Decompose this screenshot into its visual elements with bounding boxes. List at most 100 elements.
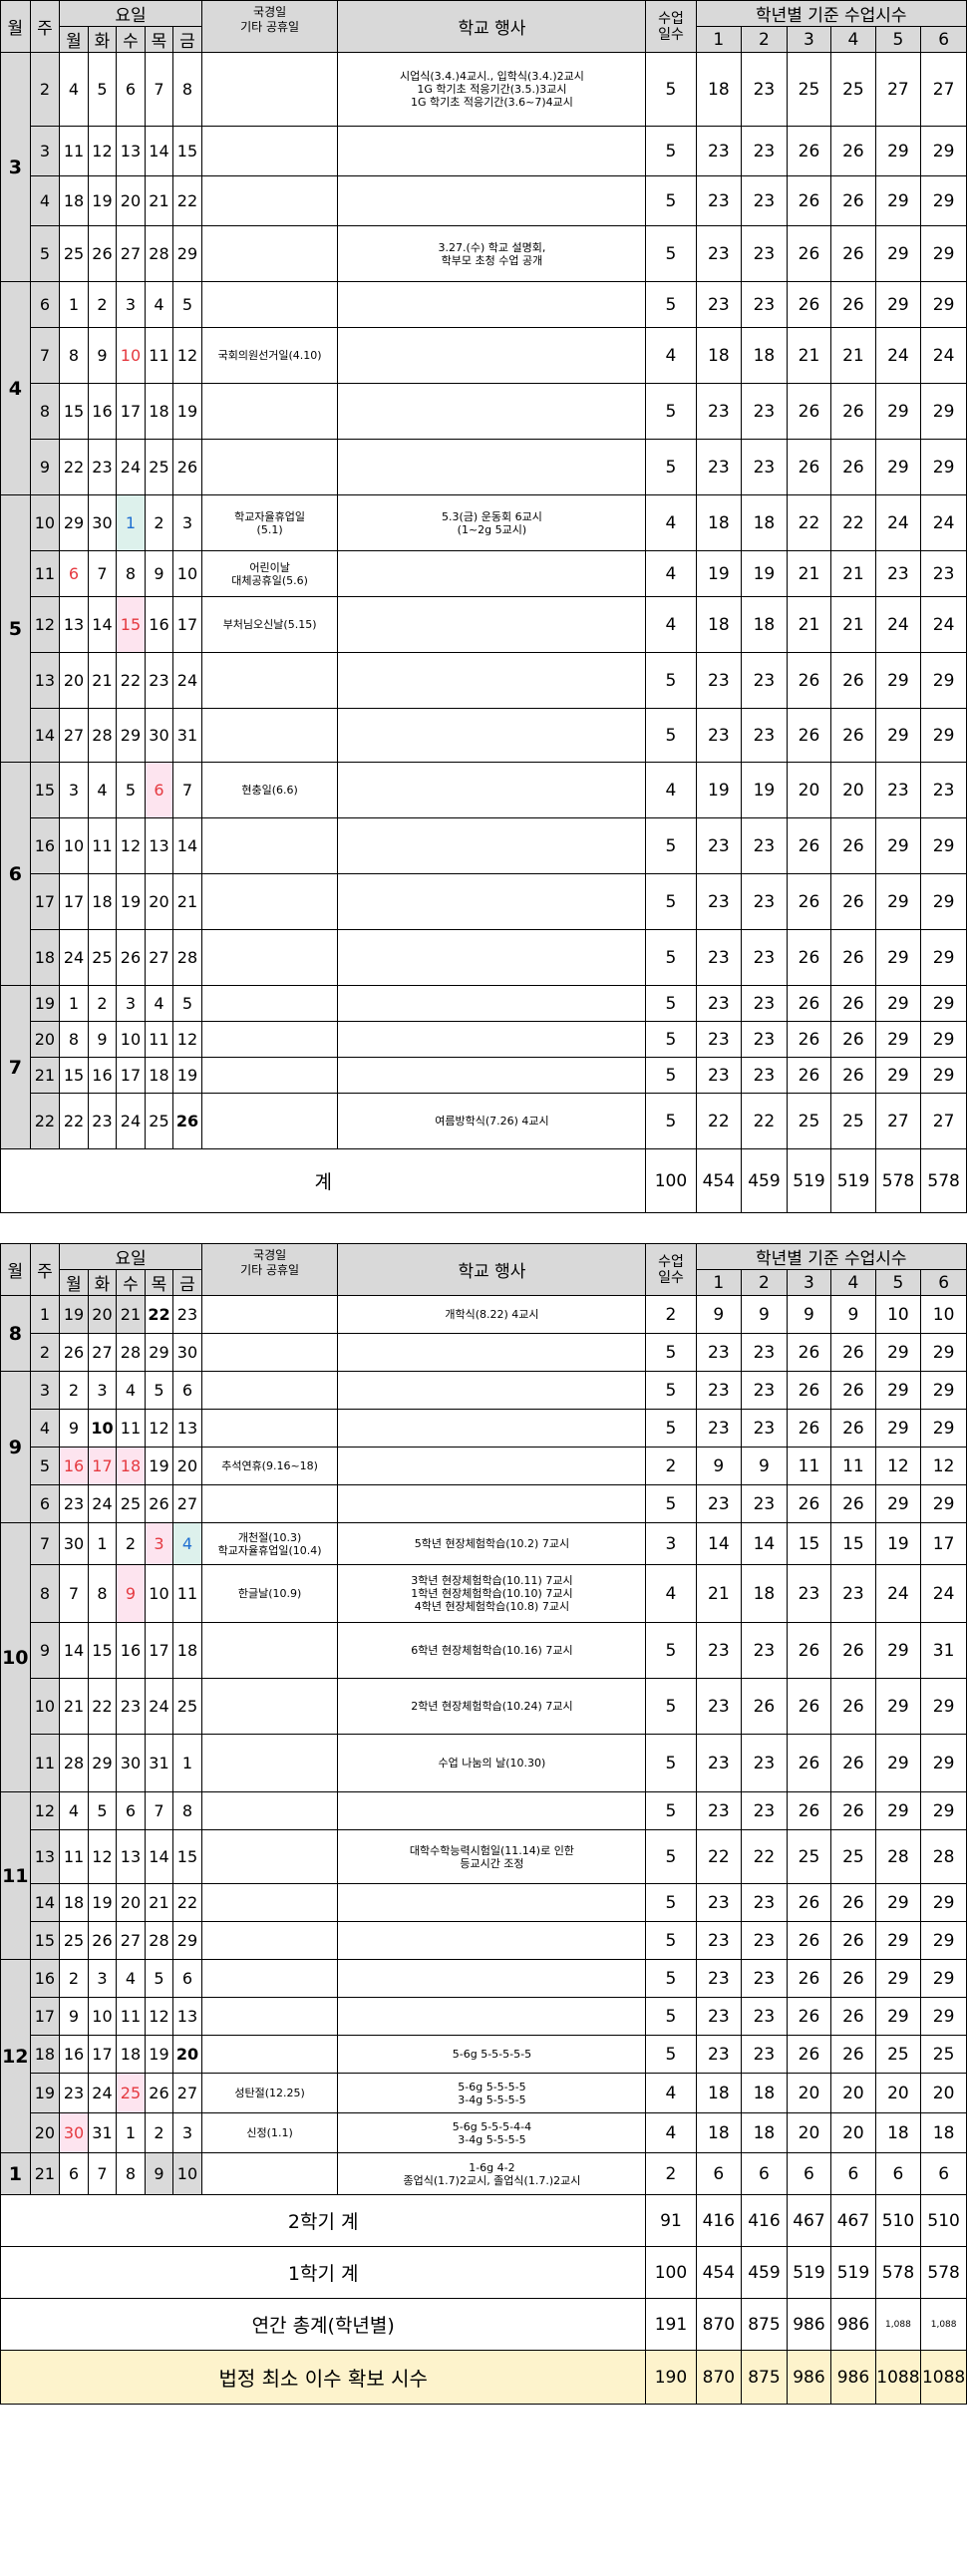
day-cell: 25 [59,225,89,282]
grade-hours-cell: 23 [695,383,743,440]
grade-hours-cell: 22 [695,1093,743,1149]
grade-hours-cell: 10 [874,1295,922,1334]
day-cell: 30 [59,2112,89,2153]
day-cell: 27 [59,708,89,763]
holiday-cell [200,1678,339,1735]
summary-class-days: 91 [645,2194,697,2247]
grade-hours-cell: 23 [830,1564,876,1623]
grade-hours-cell: 23 [741,1622,788,1679]
week-row: 4 6 1 2 3 4 5 5 23 23 26 26 29 29 [0,281,967,495]
day-cell: 26 [87,1921,118,1960]
week-row: 6 15 3 4 5 6 7 현충일(6.6) 4 19 19 20 20 23 23 [0,762,967,986]
grade-hours-cell: 26 [830,2035,876,2074]
holiday-cell: 성탄절(12.25) [200,2073,339,2113]
grade-hours-cell: 19 [695,762,743,818]
day-cell: 31 [172,708,202,763]
day-cell: 7 [59,1564,89,1623]
week-row: 11 6 7 8 9 10 어린이날 대체공휴일(5.6) 4 19 19 21 21 23 23 [1,550,967,597]
grade-hours-cell: 29 [920,1959,967,1998]
grade-hours-cell: 23 [741,281,788,328]
week-row: 7 8 9 10 11 12 국회의원선거일(4.10) 4 18 18 21 21 24 24 [1,327,967,384]
grade-hours-cell: 29 [874,1371,922,1410]
day-cell: 6 [172,1959,202,1998]
day-cell: 28 [116,1333,146,1372]
grade-hours-cell: 6 [695,2152,743,2195]
month-cell: 12 [0,1959,31,2153]
day-cell: 9 [59,1997,89,2036]
grade-hours-cell: 29 [920,1734,967,1792]
summary-grade-hours: 519 [830,1148,876,1213]
day-cell: 12 [87,126,118,176]
week-row: 7 19 1 2 3 4 5 5 23 23 26 26 29 29 [0,985,967,1149]
week-number: 16 [29,1959,61,1998]
day-cell: 18 [172,1622,202,1679]
week-number: 3 [29,1371,61,1410]
grade-hours-cell: 21 [786,596,832,653]
day-cell: 21 [144,175,174,226]
holiday-cell [200,1734,339,1792]
grade-hours-cell: 18 [741,494,788,551]
week-number: 17 [29,1997,61,2036]
day-cell: 27 [172,2073,202,2113]
grade-hours-cell: 26 [786,1883,832,1922]
class-days-cell: 5 [645,1409,697,1448]
summary-grade-hours: 454 [695,1148,743,1213]
event-cell [337,550,647,597]
day-cell: 8 [172,52,202,127]
second-semester-table: 월 주 요일 국경일 기타 공휴일 학교 행사 수업 일수 학년별 기준 수업시수 월 화 수 목 금 1 2… [0,1243,967,2405]
grade-hours-cell: 23 [695,817,743,874]
holiday-cell: 신정(1.1) [200,2112,339,2153]
day-cell: 24 [116,1093,146,1149]
grade-hours-cell: 29 [874,929,922,986]
holiday-header: 국경일 기타 공휴일 [200,1243,339,1296]
grade-hours-cell: 23 [741,1921,788,1960]
week-row: 19 23 24 25 26 27 성탄절(12.25) 5-6g 5-5-5-5 3-4g 5… [1,2073,967,2113]
day-cell: 19 [144,2035,174,2074]
class-days-cell: 5 [645,1829,697,1884]
day-cell: 18 [144,383,174,440]
grade-hours-cell: 29 [920,1371,967,1410]
day-cell: 11 [144,1021,174,1058]
day-cell: 19 [59,1295,89,1334]
day-cell: 4 [144,985,174,1022]
summary-row: 1학기 계 100 454 459 519 519 578 578 [0,2246,967,2299]
day-cell: 22 [172,175,202,226]
week-row: 5 25 26 27 28 29 3.27.(수) 학교 설명회, 학부모 초청 수업 공개 5… [1,225,967,282]
grade-hours-cell: 23 [695,1622,743,1679]
week-number: 9 [29,1622,61,1679]
week-row: 20 8 9 10 11 12 5 23 23 26 26 29 29 [1,1021,967,1058]
event-cell: 시업식(3.4.)4교시., 입학식(3.4.)2교시 1G 학기초 적응기간(3… [337,52,647,127]
holiday-cell [200,1484,339,1523]
day-cell: 21 [144,1883,174,1922]
month-cell: 6 [0,762,31,986]
grade-hours-cell: 18 [695,2112,743,2153]
grade-hours-cell: 18 [695,596,743,653]
day-cell: 10 [172,2152,202,2195]
grade-hours-cell: 24 [920,596,967,653]
class-days-cell: 5 [645,1484,697,1523]
day-cell: 23 [87,439,118,495]
grade-header: 6 [920,1269,967,1296]
day-cell: 14 [59,1622,89,1679]
grade-hours-cell: 23 [695,929,743,986]
grade-hours-cell: 29 [874,1959,922,1998]
day-cell: 8 [59,1021,89,1058]
week-number: 2 [29,1333,61,1372]
grade-hours-cell: 26 [786,383,832,440]
grade-hours-cell: 21 [830,327,876,384]
day-cell: 19 [144,1447,174,1485]
grade-hours-cell: 26 [786,1371,832,1410]
summary-grade-hours: 459 [741,1148,788,1213]
day-cell: 22 [144,1295,174,1334]
day-cell: 12 [172,1021,202,1058]
class-days-cell: 2 [645,1295,697,1334]
week-header: 주 [29,1243,61,1296]
grade-hours-cell: 20 [786,2112,832,2153]
day-cell: 11 [116,1409,146,1448]
summary-grade-hours: 510 [874,2194,922,2247]
weekday-group-header: 요일 [59,0,202,27]
day-cell: 25 [144,1093,174,1149]
grade-hours-cell: 26 [786,1333,832,1372]
weekday-group-header: 요일 [59,1243,202,1270]
week-row: 8 15 16 17 18 19 5 23 23 26 26 29 29 [1,383,967,440]
